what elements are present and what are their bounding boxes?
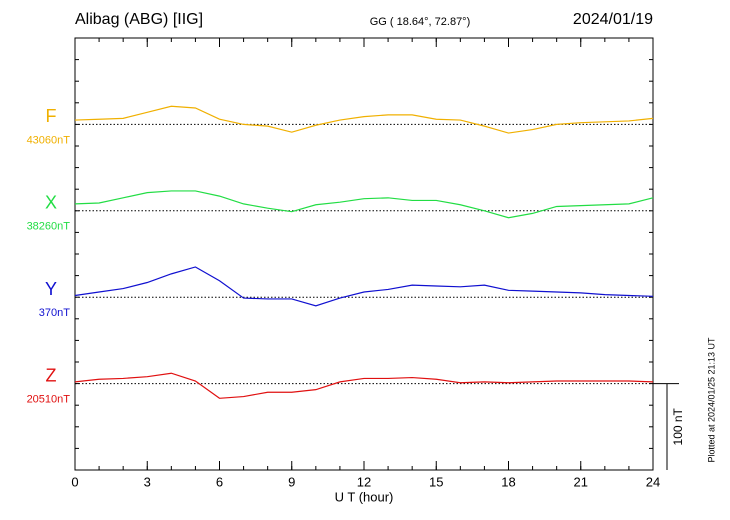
baseline-label: 370nT — [39, 307, 70, 319]
x-tick-label: 3 — [144, 474, 151, 489]
baseline-label: 43060nT — [27, 134, 71, 146]
series-line — [74, 105, 654, 134]
chart-date: 2024/01/19 — [573, 11, 653, 28]
series-name: X — [45, 193, 57, 213]
chart-subtitle: GG ( 18.64°, 72.87°) — [370, 16, 471, 28]
x-axis-label: U T (hour) — [335, 489, 394, 504]
x-tick-label: 15 — [429, 474, 443, 489]
series-line — [74, 372, 654, 399]
baseline-label: 20510nT — [27, 394, 71, 406]
x-tick-label: 21 — [574, 474, 588, 489]
plot-frame — [74, 37, 654, 471]
series-line — [74, 266, 654, 307]
series-name: Y — [45, 279, 57, 299]
baseline-label: 38260nT — [27, 221, 71, 233]
x-tick-label: 0 — [71, 474, 78, 489]
chart-title: Alibag (ABG) [IIG] — [75, 11, 203, 28]
plotted-note: Plotted at 2024/01/25 21:13 UT — [706, 337, 716, 463]
x-tick-label: 12 — [357, 474, 371, 489]
series-name: Z — [46, 365, 57, 385]
scale-bar-label: 100 nT — [671, 407, 685, 445]
x-tick-label: 9 — [288, 474, 295, 489]
x-tick-label: 18 — [501, 474, 515, 489]
series-name: F — [46, 106, 57, 126]
series-line — [74, 190, 654, 219]
x-tick-label: 24 — [646, 474, 660, 489]
x-tick-label: 6 — [216, 474, 223, 489]
